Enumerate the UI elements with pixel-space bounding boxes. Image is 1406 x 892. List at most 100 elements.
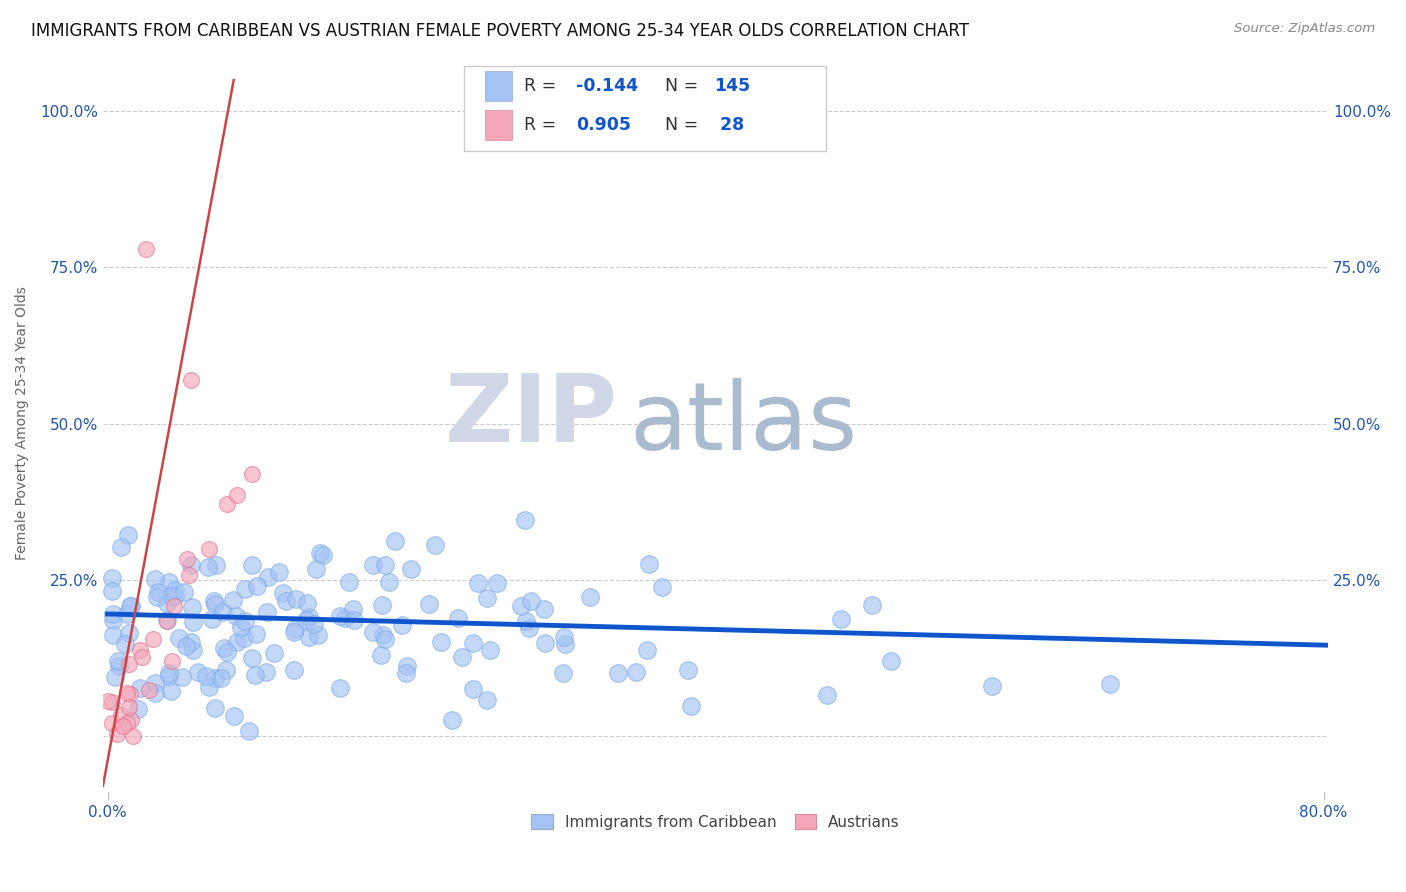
Point	[245, 626, 267, 640]
Point	[118, 599, 141, 613]
Point	[107, 654, 129, 668]
Point	[211, 605, 233, 619]
Point	[129, 681, 152, 696]
Point	[578, 590, 600, 604]
Point	[118, 700, 141, 714]
Point	[240, 467, 263, 481]
Point	[233, 631, 256, 645]
Text: Source: ZipAtlas.com: Source: ZipAtlas.com	[1234, 22, 1375, 36]
Point	[143, 572, 166, 586]
Point	[626, 665, 648, 680]
Point	[215, 496, 238, 510]
Point	[103, 628, 125, 642]
Point	[298, 610, 321, 624]
Point	[197, 559, 219, 574]
Point	[204, 701, 226, 715]
Point	[399, 562, 422, 576]
Point	[118, 657, 141, 671]
Point	[180, 558, 202, 573]
Point	[226, 488, 249, 502]
Point	[374, 558, 396, 572]
Point	[374, 632, 396, 646]
Point	[361, 558, 384, 573]
Point	[429, 634, 451, 648]
Point	[156, 614, 179, 628]
Point	[105, 727, 128, 741]
Point	[477, 692, 499, 706]
Point	[295, 596, 318, 610]
Point	[222, 709, 245, 723]
Point	[298, 631, 321, 645]
Point	[335, 611, 357, 625]
Point	[111, 719, 134, 733]
Point	[519, 594, 541, 608]
Point	[240, 558, 263, 573]
Text: R =: R =	[524, 77, 562, 95]
Point	[226, 635, 249, 649]
Point	[176, 552, 198, 566]
Point	[879, 654, 901, 668]
Point	[830, 612, 852, 626]
Point	[678, 663, 700, 677]
Point	[177, 568, 200, 582]
Point	[981, 679, 1004, 693]
Point	[425, 538, 447, 552]
Point	[461, 682, 484, 697]
Point	[181, 643, 204, 657]
FancyBboxPatch shape	[485, 110, 512, 139]
Point	[146, 590, 169, 604]
Point	[157, 575, 180, 590]
Point	[187, 665, 209, 680]
Point	[135, 242, 157, 256]
Point	[418, 597, 440, 611]
Point	[198, 542, 221, 557]
Text: 145: 145	[714, 77, 751, 95]
Point	[159, 589, 181, 603]
Point	[115, 607, 138, 622]
Point	[100, 584, 122, 599]
Point	[163, 589, 186, 603]
Point	[101, 716, 124, 731]
Point	[183, 615, 205, 629]
Point	[283, 624, 305, 639]
Point	[636, 643, 658, 657]
Point	[515, 614, 537, 628]
Point	[533, 636, 555, 650]
Text: -0.144: -0.144	[576, 77, 638, 95]
Point	[160, 654, 183, 668]
Point	[329, 681, 352, 696]
Text: atlas: atlas	[630, 377, 858, 469]
Point	[110, 540, 132, 554]
Point	[246, 579, 269, 593]
Point	[101, 613, 124, 627]
Text: R =: R =	[524, 116, 562, 134]
Point	[172, 670, 194, 684]
Point	[371, 598, 394, 612]
Point	[118, 626, 141, 640]
Point	[308, 628, 330, 642]
Point	[117, 716, 139, 731]
Point	[361, 624, 384, 639]
Point	[104, 669, 127, 683]
Point	[209, 671, 232, 685]
Point	[343, 613, 366, 627]
Point	[120, 713, 142, 727]
Point	[180, 599, 202, 614]
Point	[143, 675, 166, 690]
Point	[201, 611, 224, 625]
Point	[477, 591, 499, 605]
Point	[163, 583, 186, 598]
Point	[815, 688, 838, 702]
Point	[115, 686, 138, 700]
Point	[384, 534, 406, 549]
Point	[238, 723, 260, 738]
Point	[146, 585, 169, 599]
Point	[679, 699, 702, 714]
Point	[276, 594, 298, 608]
Point	[101, 695, 124, 709]
Point	[305, 561, 328, 575]
Text: N =: N =	[665, 116, 704, 134]
Point	[370, 648, 392, 662]
Point	[101, 571, 124, 585]
Point	[329, 609, 352, 624]
